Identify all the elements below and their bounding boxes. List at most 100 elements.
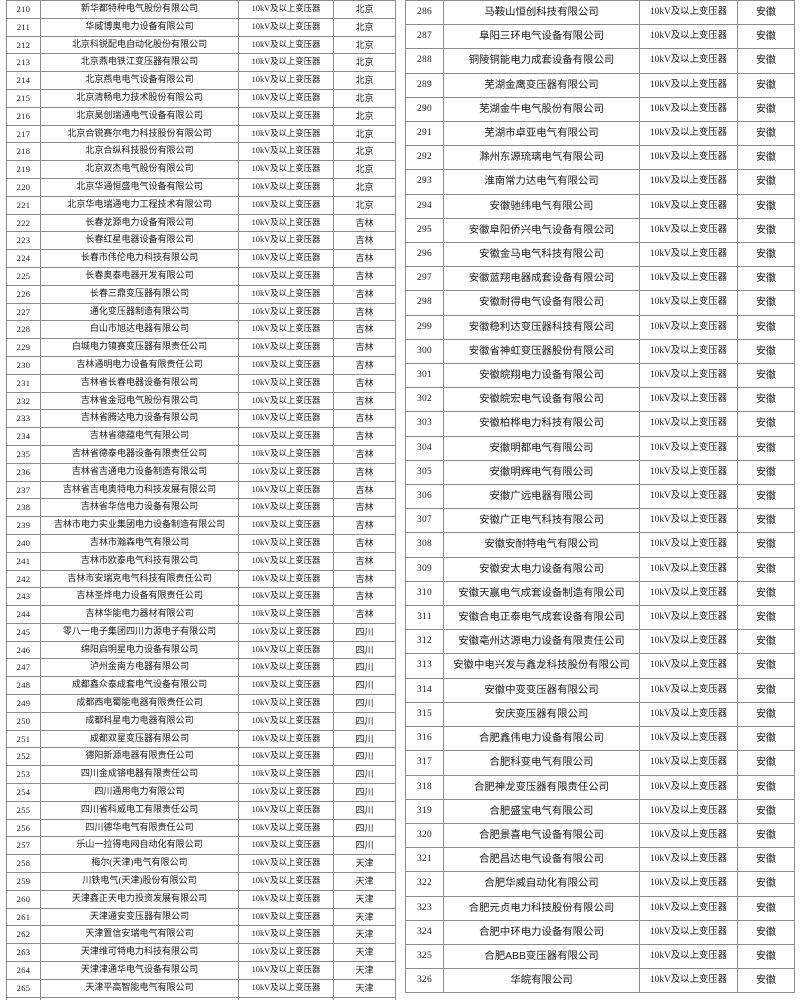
row-index-cell-text: 236 bbox=[16, 466, 31, 477]
province-cell-text: 安徽 bbox=[756, 854, 776, 866]
table-row: 290 芜湖金牛电气股份有限公司 10kV及以上变压器 安徽 bbox=[405, 96, 795, 123]
enterprise-name-cell: 天津通安变压器有限公司 bbox=[40, 907, 239, 927]
product-type-cell-text: 10kV及以上变压器 bbox=[649, 103, 728, 114]
province-cell-text: 安徽 bbox=[756, 829, 776, 841]
province-cell-text: 吉林 bbox=[355, 431, 374, 442]
province-cell: 安徽 bbox=[737, 145, 795, 171]
row-index-cell: 245 bbox=[6, 622, 41, 642]
table-row: 323 合肥元贞电力科技股份有限公司 10kV及以上变压器 安徽 bbox=[405, 895, 795, 921]
enterprise-name-cell-text: 吉林市瀚森电气有限公司 bbox=[89, 537, 190, 548]
province-cell-text: 吉林 bbox=[355, 288, 374, 299]
province-cell: 吉林 bbox=[333, 373, 396, 393]
product-type-cell: 10kV及以上变压器 bbox=[238, 854, 334, 874]
enterprise-name-cell-text: 北京昊创瑞通电气设备有限公司 bbox=[76, 110, 203, 121]
province-cell: 吉林 bbox=[333, 320, 396, 340]
product-type-cell: 10kV及以上变压器 bbox=[238, 907, 334, 927]
enterprise-name-cell: 零八一电子集团四川力源电子有限公司 bbox=[40, 622, 239, 642]
province-cell-text: 安徽 bbox=[756, 394, 776, 406]
province-cell: 北京 bbox=[333, 0, 396, 19]
row-index-cell: 217 bbox=[6, 124, 41, 144]
enterprise-name-cell-text: 天津平高智能电气有限公司 bbox=[85, 982, 194, 993]
enterprise-name-cell: 成都科星电力电器有限公司 bbox=[40, 711, 239, 731]
table-row: 259 川铁电气(天津)股份有限公司 10kV及以上变压器 天津 bbox=[6, 872, 396, 891]
province-cell-text: 安徽 bbox=[756, 902, 776, 914]
product-type-cell: 10kV及以上变压器 bbox=[639, 822, 738, 849]
row-index-cell-text: 252 bbox=[16, 751, 31, 762]
province-cell-text: 安徽 bbox=[756, 660, 776, 672]
enterprise-name-cell: 长春红星电器设备有限公司 bbox=[40, 231, 239, 251]
province-cell-text: 吉林 bbox=[355, 591, 374, 602]
enterprise-name-cell: 四川省科威电工有限责任公司 bbox=[40, 800, 239, 820]
table-row: 232 吉林省金冠电气股份有限公司 10kV及以上变压器 吉林 bbox=[6, 391, 396, 411]
enterprise-name-cell-text: 长春三鼎变压器有限公司 bbox=[89, 288, 190, 299]
row-index-cell: 227 bbox=[6, 302, 41, 322]
product-type-cell-text: 10kV及以上变压器 bbox=[251, 698, 321, 708]
product-type-cell: 10kV及以上变压器 bbox=[238, 88, 334, 108]
product-type-cell: 10kV及以上变压器 bbox=[639, 242, 738, 268]
province-cell: 安徽 bbox=[737, 459, 795, 486]
row-index-cell-text: 298 bbox=[417, 297, 432, 308]
product-type-cell-text: 10kV及以上变压器 bbox=[649, 878, 728, 889]
row-index-cell: 295 bbox=[405, 217, 444, 244]
row-index-cell-text: 319 bbox=[417, 805, 432, 816]
table-row: 294 安徽驰纬电气有限公司 10kV及以上变压器 安徽 bbox=[405, 193, 795, 219]
enterprise-name-cell: 吉林省长春电器设备有限公司 bbox=[40, 373, 239, 393]
table-row: 233 吉林省腾达电力设备有限公司 10kV及以上变压器 吉林 bbox=[6, 409, 396, 429]
product-type-cell-text: 10kV及以上变压器 bbox=[251, 520, 321, 530]
enterprise-name-cell-text: 安徽省神虹变压器股份有限公司 bbox=[468, 345, 615, 357]
enterprise-name-cell: 吉林省德蕴电气有限公司 bbox=[40, 427, 239, 446]
product-type-cell-text: 10kV及以上变压器 bbox=[251, 733, 321, 743]
product-type-cell-text: 10kV及以上变压器 bbox=[649, 563, 728, 574]
row-index-cell-text: 326 bbox=[417, 975, 432, 986]
province-cell: 吉林 bbox=[333, 338, 396, 357]
row-index-cell-text: 245 bbox=[16, 626, 31, 637]
province-cell: 安徽 bbox=[737, 314, 795, 340]
province-cell: 天津 bbox=[333, 872, 396, 891]
province-cell-text: 四川 bbox=[355, 804, 374, 815]
product-type-cell: 10kV及以上变压器 bbox=[639, 484, 738, 510]
province-cell-text: 安徽 bbox=[756, 926, 776, 938]
table-row: 315 安庆变压器有限公司 10kV及以上变压器 安徽 bbox=[405, 701, 795, 728]
product-type-cell: 10kV及以上变压器 bbox=[639, 629, 738, 655]
product-type-cell-text: 10kV及以上变压器 bbox=[649, 418, 728, 429]
enterprise-name-cell-text: 吉林市安瑞克电气科技有限责任公司 bbox=[67, 573, 212, 584]
product-type-cell-text: 10kV及以上变压器 bbox=[649, 950, 728, 961]
row-index-cell: 320 bbox=[405, 822, 444, 849]
table-row: 238 吉林省华信电力设备有限公司 10kV及以上变压器 吉林 bbox=[6, 498, 396, 518]
province-cell: 北京 bbox=[333, 35, 396, 55]
enterprise-name-cell: 四川金成铬电器有限责任公司 bbox=[40, 765, 239, 785]
row-index-cell-text: 243 bbox=[16, 591, 31, 602]
product-type-cell-text: 10kV及以上变压器 bbox=[251, 128, 321, 138]
province-cell-text: 安徽 bbox=[756, 950, 776, 962]
province-cell: 北京 bbox=[333, 53, 396, 73]
province-cell-text: 北京 bbox=[355, 110, 374, 121]
row-index-cell: 315 bbox=[405, 701, 444, 728]
row-index-cell: 249 bbox=[6, 694, 41, 713]
enterprise-name-cell: 北京昊创瑞通电气设备有限公司 bbox=[40, 106, 239, 126]
product-type-cell-text: 10kV及以上变压器 bbox=[251, 626, 321, 636]
enterprise-name-cell-text: 北京科锐配电自动化股份有限公司 bbox=[71, 39, 208, 50]
product-type-cell-text: 10kV及以上变压器 bbox=[251, 306, 321, 316]
product-type-cell: 10kV及以上变压器 bbox=[238, 676, 334, 696]
province-cell: 安徽 bbox=[737, 169, 795, 195]
province-cell-text: 吉林 bbox=[355, 413, 374, 424]
province-cell-text: 安徽 bbox=[756, 466, 776, 478]
enterprise-name-cell: 铜陵铜能电力成套设备有限公司 bbox=[443, 48, 640, 74]
table-row: 235 吉林省德泰电器设备有限责任公司 10kV及以上变压器 吉林 bbox=[6, 444, 396, 464]
row-index-cell-text: 251 bbox=[16, 733, 31, 744]
province-cell: 吉林 bbox=[333, 302, 396, 322]
row-index-cell-text: 210 bbox=[16, 4, 31, 14]
product-type-cell-text: 10kV及以上变压器 bbox=[251, 929, 321, 939]
province-cell: 四川 bbox=[333, 765, 396, 785]
row-index-cell: 228 bbox=[6, 320, 41, 340]
table-row: 218 北京合纵科技股份有限公司 10kV及以上变压器 北京 bbox=[6, 142, 396, 162]
table-row: 299 安徽稳利达变压器科技有限公司 10kV及以上变压器 安徽 bbox=[405, 314, 795, 340]
row-index-cell: 319 bbox=[405, 798, 444, 824]
province-cell-text: 安徽 bbox=[756, 128, 776, 140]
product-type-cell-text: 10kV及以上变压器 bbox=[649, 7, 728, 17]
enterprise-name-cell-text: 吉林省腾达电力设备有限公司 bbox=[80, 413, 199, 424]
enterprise-name-cell: 芜湖金鹰变压器有限公司 bbox=[443, 72, 640, 98]
enterprise-name-cell-text: 吉林市电力实业集团电力设备制造有限公司 bbox=[53, 520, 226, 531]
row-index-cell: 287 bbox=[405, 24, 444, 50]
enterprise-name-cell: 吉林省腾达电力设备有限公司 bbox=[40, 409, 239, 429]
